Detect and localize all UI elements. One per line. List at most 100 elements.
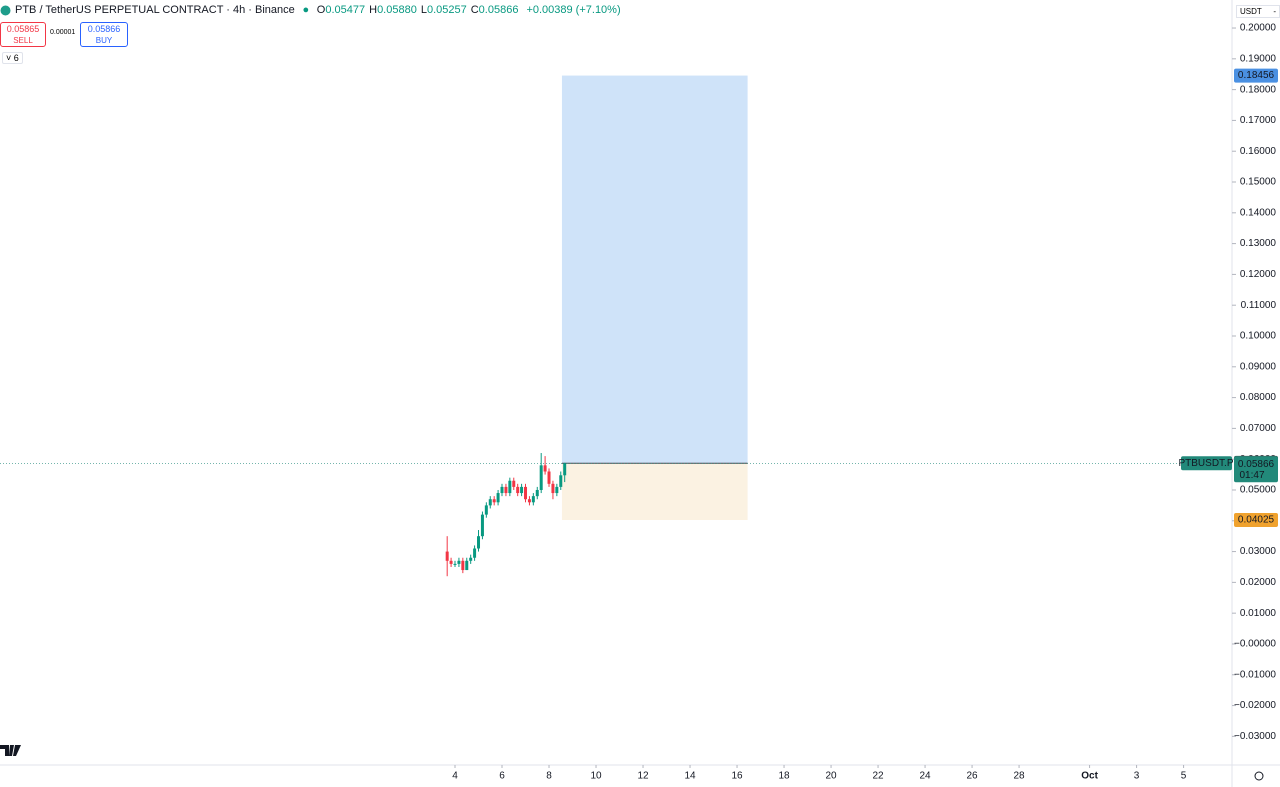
x-tick-label: 20 xyxy=(825,771,837,782)
candle-body xyxy=(480,514,484,537)
x-tick-label: 16 xyxy=(731,771,743,782)
loss-zone xyxy=(561,463,748,521)
ohlc-key: C xyxy=(470,4,479,16)
candle-body xyxy=(531,496,535,503)
candle-body xyxy=(516,486,520,494)
candle-body xyxy=(492,499,496,503)
y-tick-label: −0.03000 xyxy=(1234,731,1276,742)
stop-tag-bg xyxy=(1234,513,1278,528)
x-tick-label: 26 xyxy=(967,771,979,782)
candle-body xyxy=(504,486,508,494)
y-tick-label: 0.08000 xyxy=(1240,392,1277,403)
candle-body xyxy=(473,548,477,558)
y-tick-label: 0.12000 xyxy=(1240,269,1277,280)
ohlc-value: 0.05257 xyxy=(426,4,467,16)
stop-tag: 0.04025 xyxy=(1238,515,1275,526)
x-tick-label: 6 xyxy=(499,771,505,782)
x-tick-label: 24 xyxy=(919,771,931,782)
x-tick-label: 28 xyxy=(1014,771,1026,782)
sell-label: SELL xyxy=(13,36,33,45)
candle-body xyxy=(551,483,555,494)
candle-body xyxy=(512,480,516,487)
y-tick-label: 0.10000 xyxy=(1240,331,1277,342)
candle-body xyxy=(500,486,504,494)
candle-body xyxy=(508,480,512,494)
sell-price: 0.05865 xyxy=(6,24,40,34)
y-tick-label: 0.09000 xyxy=(1240,361,1277,372)
y-tick-label: 0.02000 xyxy=(1240,577,1277,588)
y-tick-label: 0.17000 xyxy=(1240,115,1277,126)
x-tick-label: 22 xyxy=(872,771,884,782)
symbol[interactable]: PTB / TetherUS PERPETUAL CONTRACT · 4h ·… xyxy=(15,4,295,16)
target-tag: 0.18456 xyxy=(1238,70,1275,81)
candle-body xyxy=(520,486,524,494)
last-price-tag: 0.05866 xyxy=(1238,459,1275,470)
y-tick-label: 0.01000 xyxy=(1240,608,1277,619)
candle-body xyxy=(461,560,465,571)
last-price-bg xyxy=(1234,456,1278,483)
y-tick-label: 0.07000 xyxy=(1240,423,1277,434)
candle-body xyxy=(449,560,453,564)
x-tick-label: Oct xyxy=(1081,771,1098,782)
countdown: 01:47 xyxy=(1239,470,1264,481)
y-tick-label: 0.14000 xyxy=(1240,207,1277,218)
x-tick-label: 12 xyxy=(637,771,649,782)
candle-body xyxy=(445,551,449,561)
y-tick-label: 0.05000 xyxy=(1240,485,1277,496)
candle-body xyxy=(465,560,469,571)
x-tick-label: 4 xyxy=(452,771,458,782)
x-tick-label: 8 xyxy=(546,771,552,782)
ticker-tag: PTBUSDT.P xyxy=(1178,458,1233,469)
y-tick-label: 0.11000 xyxy=(1241,300,1277,311)
profit-zone xyxy=(561,75,748,464)
y-tick-label: −0.01000 xyxy=(1234,669,1276,680)
indicator-count: 6 xyxy=(13,53,19,63)
ohlc-key: H xyxy=(369,4,378,16)
y-tick-label: −0.00000 xyxy=(1234,639,1276,650)
y-tick-label: 0.15000 xyxy=(1240,177,1277,188)
candle-body xyxy=(547,471,551,484)
candle-body xyxy=(535,489,539,497)
candle-body xyxy=(496,493,500,503)
currency: USDT xyxy=(1240,7,1262,16)
candle-body xyxy=(543,465,547,472)
logo xyxy=(0,5,11,15)
y-tick-label: 0.18000 xyxy=(1240,84,1277,95)
x-tick-label: 5 xyxy=(1181,771,1187,782)
candle-body xyxy=(457,560,461,564)
header: PTB / TetherUS PERPETUAL CONTRACT · 4h ·… xyxy=(0,4,621,16)
candle-body xyxy=(488,499,492,506)
indicators-toggle[interactable]: ˅ 6 xyxy=(2,52,23,64)
y-tick-label: 0.03000 xyxy=(1240,546,1277,557)
y-tick-label: −0.02000 xyxy=(1234,700,1276,711)
ohlc-key: L xyxy=(420,4,427,16)
candle-body xyxy=(524,486,528,500)
x-tick-label: 3 xyxy=(1134,771,1140,782)
y-tick-label: 0.13000 xyxy=(1240,238,1277,249)
tv-logo xyxy=(0,745,21,756)
candle-body xyxy=(477,536,481,549)
x-tick-label: 10 xyxy=(590,771,602,782)
candle-body xyxy=(527,499,531,503)
sell-button[interactable]: 0.05865 SELL xyxy=(0,22,46,47)
buy-price: 0.05866 xyxy=(87,24,121,34)
ohlc-value: 0.05866 xyxy=(478,4,519,16)
candle-body xyxy=(563,463,567,476)
x-tick-label: 14 xyxy=(684,771,696,782)
candle-body xyxy=(453,563,457,565)
buy-button[interactable]: 0.05866 BUY xyxy=(80,22,128,47)
x-tick-label: 18 xyxy=(778,771,790,782)
ohlc-key: O xyxy=(316,4,326,16)
y-tick-label: 0.16000 xyxy=(1240,146,1277,157)
candle-body xyxy=(539,465,543,490)
settings-icon xyxy=(1254,771,1264,781)
status-dot: ● xyxy=(302,4,310,16)
change: +0.00389 (+7.10%) xyxy=(526,4,621,16)
ohlc-value: 0.05477 xyxy=(325,4,366,16)
ticker-bg xyxy=(1181,456,1232,471)
target-tag-bg xyxy=(1234,68,1278,83)
spread: 0.00001 xyxy=(50,29,76,36)
currency-select[interactable]: USDT - xyxy=(1236,5,1280,18)
